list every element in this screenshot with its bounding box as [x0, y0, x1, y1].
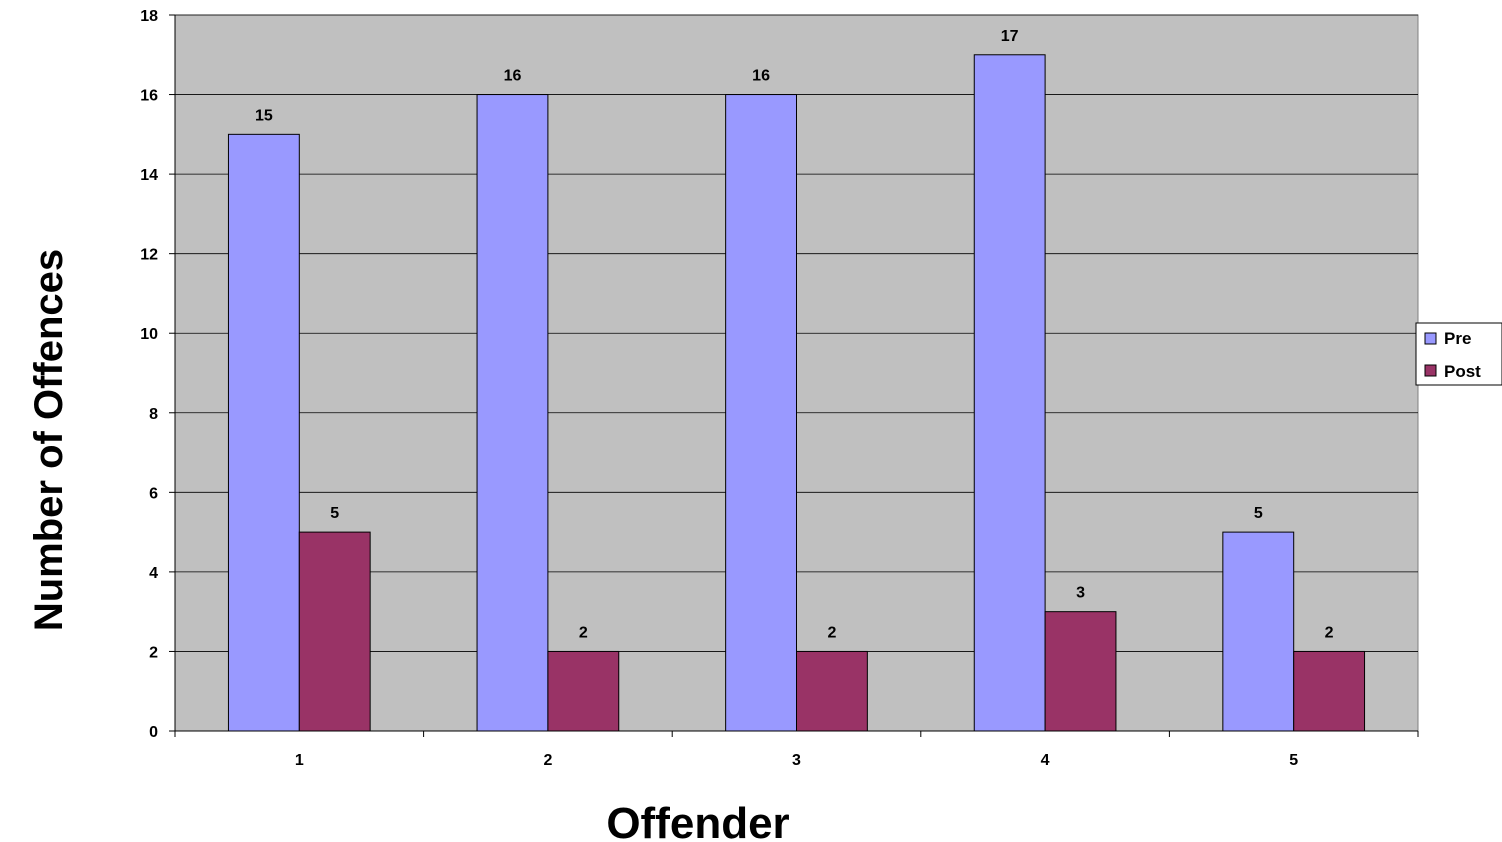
bar-pre-1	[227, 133, 300, 732]
data-label-pre-5: 5	[1254, 505, 1263, 522]
bar-pre-2	[476, 94, 549, 732]
y-tick-label: 10	[140, 326, 158, 343]
bar-post-5	[1293, 650, 1366, 732]
y-tick-label: 18	[140, 8, 158, 25]
data-label-post-1: 5	[330, 505, 339, 522]
x-tick-label: 2	[543, 752, 552, 769]
data-label-post-3: 2	[827, 624, 836, 641]
y-axis-title: Number of Offences	[27, 249, 71, 631]
bar-pre-5	[1222, 531, 1295, 732]
data-label-post-2: 2	[579, 624, 588, 641]
x-tick-label: 3	[792, 752, 801, 769]
data-label-pre-4: 17	[1001, 28, 1019, 45]
data-label-pre-2: 16	[504, 68, 522, 85]
data-label-pre-1: 15	[255, 107, 273, 124]
y-tick-label: 14	[140, 167, 158, 184]
legend-swatch-pre	[1424, 332, 1437, 345]
y-tick-label: 4	[149, 565, 158, 582]
x-tick-label: 4	[1041, 752, 1050, 769]
y-tick-label: 16	[140, 88, 158, 105]
y-tick-label: 0	[149, 724, 158, 741]
data-label-pre-3: 16	[752, 68, 770, 85]
data-label-post-5: 2	[1325, 624, 1334, 641]
y-tick-label: 6	[149, 485, 158, 502]
x-tick-label: 5	[1289, 752, 1298, 769]
bar-pre-4	[973, 54, 1046, 732]
bar-post-4	[1044, 611, 1117, 732]
data-labels: 15 5 16 2 16 2 17 3 5 2	[255, 28, 1334, 642]
y-tick-label: 2	[149, 644, 158, 661]
axes	[174, 15, 1418, 732]
legend-label-post: Post	[1444, 362, 1481, 381]
bar-post-1	[298, 531, 371, 732]
legend-label-pre: Pre	[1444, 329, 1471, 348]
y-tick-label: 8	[149, 406, 158, 423]
x-axis-title: Offender	[606, 799, 789, 842]
y-tick-label: 12	[140, 247, 158, 264]
legend-swatch-post	[1424, 364, 1437, 377]
bar-post-3	[796, 650, 868, 732]
x-tick-labels: 1 2 3 4 5	[174, 731, 1419, 769]
bars	[227, 54, 1366, 732]
bar-pre-3	[725, 94, 797, 732]
legend: Pre Post	[1415, 322, 1502, 386]
x-tick-label: 1	[295, 752, 304, 769]
y-tick-labels: 0 2 4 6 8 10 12 14 16 18	[140, 8, 175, 741]
bar-post-2	[547, 650, 620, 732]
data-label-post-4: 3	[1076, 585, 1085, 602]
